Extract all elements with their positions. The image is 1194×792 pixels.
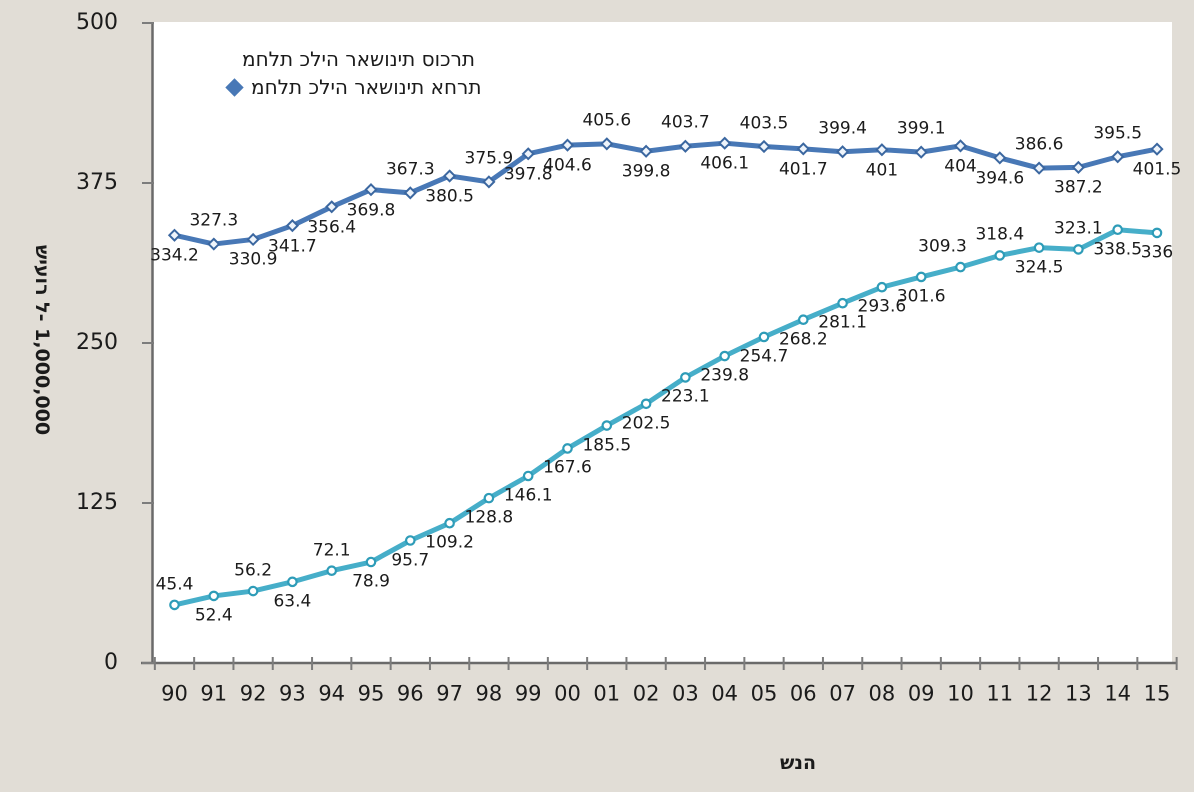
circle-marker-icon [876, 281, 888, 293]
diamond-marker-icon [953, 139, 968, 153]
diamond-marker-icon [796, 142, 810, 156]
circle-marker-icon [562, 443, 573, 454]
diamond-marker-icon [600, 137, 614, 151]
diamond-marker-icon [993, 151, 1007, 165]
legend-label-diabetic: מחלת כליה ראשונית סוכרת [242, 47, 476, 71]
circle-marker-icon [797, 314, 809, 326]
circle-marker-icon [287, 576, 298, 588]
x-axis-title-text: שנה [779, 752, 817, 774]
diamond-marker-icon [325, 200, 339, 214]
circle-marker-icon [1151, 227, 1163, 239]
plot-area [152, 22, 1172, 663]
diamond-marker-icon [167, 228, 182, 242]
series-line-diabetic [172, 227, 1160, 608]
circle-marker-icon [994, 250, 1006, 261]
x-axis-title: שנה [780, 752, 816, 774]
circle-marker-icon [404, 535, 416, 546]
diamond-marker-icon [875, 143, 889, 157]
legend-item-diabetic-kidney-disease: מחלת כליה ראשונית סוכרת [242, 46, 475, 72]
circle-marker-icon [483, 492, 495, 504]
y-axis-title: שיעור ל- 1,000,000 [31, 245, 53, 435]
circle-marker-icon [444, 517, 455, 529]
diamond-marker-icon [482, 175, 496, 189]
diamond-marker-icon [225, 77, 244, 97]
diamond-marker-icon [914, 145, 928, 159]
circle-marker-icon [1112, 224, 1123, 236]
circle-marker-icon [522, 470, 534, 482]
diamond-marker-icon [1071, 160, 1086, 174]
series-line-other [172, 140, 1160, 247]
diamond-marker-icon [285, 219, 300, 233]
diamond-marker-icon [246, 232, 260, 247]
y-axis-title-text: שיעור ל- 1,000,000 [31, 244, 53, 436]
circle-marker-icon [1073, 244, 1084, 255]
diamond-marker-icon [835, 145, 850, 159]
circle-marker-icon [680, 372, 691, 383]
diamond-marker-icon [1032, 161, 1046, 175]
diamond-marker-icon [639, 144, 653, 158]
circle-marker-icon [640, 398, 652, 410]
circle-marker-icon [601, 420, 613, 431]
diamond-marker-icon [442, 169, 457, 183]
circle-marker-icon [1033, 242, 1045, 253]
diamond-marker-icon [560, 138, 575, 152]
circle-marker-icon [758, 331, 770, 343]
diamond-marker-icon [718, 136, 732, 150]
diamond-marker-icon [757, 139, 771, 154]
circle-marker-icon [837, 297, 848, 309]
diamond-marker-icon [1150, 142, 1164, 156]
legend-item-other-kidney-disease: מחלת כליה ראשונית אחרת [225, 74, 482, 100]
circle-marker-icon [915, 271, 927, 283]
legend-label-other: מחלת כליה ראשונית אחרת [251, 75, 482, 99]
circle-marker-icon [955, 261, 966, 273]
diamond-marker-icon [521, 147, 535, 161]
diamond-marker-icon [1111, 150, 1125, 164]
diamond-marker-icon [364, 183, 378, 197]
diamond-marker-icon [207, 237, 221, 251]
circle-marker-icon [208, 590, 220, 602]
circle-marker-icon [169, 599, 180, 611]
diamond-marker-icon [678, 139, 693, 153]
diamond-marker-icon [403, 186, 417, 200]
circle-marker-icon [365, 556, 377, 568]
circle-marker-icon [247, 585, 259, 597]
circle-marker-icon [719, 350, 730, 362]
circle-marker-icon [326, 565, 337, 577]
